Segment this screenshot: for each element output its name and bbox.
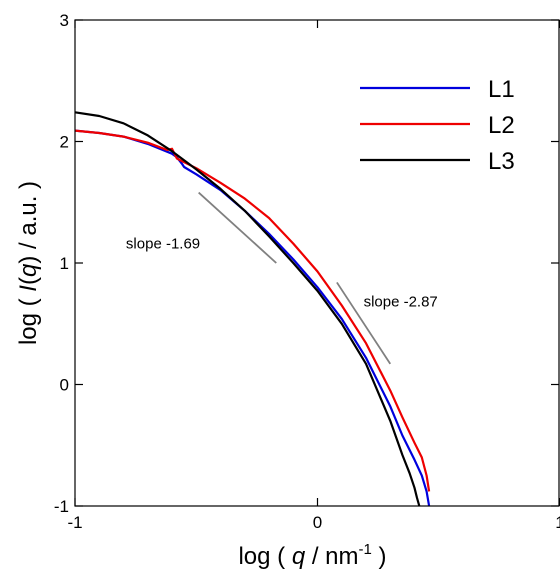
slope-annotation-2: slope -2.87	[364, 294, 438, 311]
series-line-l1	[74, 129, 431, 507]
y-tick-label: 2	[60, 133, 69, 152]
series-layer	[74, 111, 431, 507]
series-line-l3	[74, 111, 421, 507]
y-axis-title-var: I	[15, 285, 42, 292]
x-axis-title-suffix: )	[372, 543, 387, 570]
guide-layer	[198, 191, 392, 365]
legend-label-l3: L3	[488, 148, 515, 175]
y-axis-title-var2: q	[15, 263, 42, 277]
x-tick-label: 0	[313, 513, 322, 532]
x-axis-title-mid: / nm	[305, 543, 358, 570]
slope-guide-line-1	[198, 191, 277, 264]
y-tick-label: 3	[60, 11, 69, 30]
y-axis-title: log ( I(q) / a.u. )	[15, 181, 42, 345]
x-axis-title-prefix: log (	[238, 543, 291, 570]
slope-annotation-1: slope -1.69	[126, 235, 200, 252]
series-line-l2	[74, 129, 431, 492]
y-tick-label: 0	[60, 376, 69, 395]
y-axis-title-suffix: / a.u. )	[15, 181, 42, 256]
y-tick-label: 1	[60, 254, 69, 273]
tick-layer: -1 0 1 -1 0 1 2 3	[54, 11, 560, 532]
plot-frame	[74, 19, 560, 507]
x-tick-label: -1	[67, 513, 82, 532]
slope-guide-line-2	[336, 281, 392, 365]
x-axis-title-sup: -1	[359, 541, 372, 558]
y-axis-title-open: (	[15, 277, 42, 285]
y-axis-title-close: )	[15, 256, 42, 264]
x-tick-label: 1	[555, 513, 560, 532]
legend: L1 L2 L3	[360, 76, 515, 175]
y-tick-label: -1	[54, 497, 69, 516]
legend-label-l2: L2	[488, 112, 515, 139]
legend-label-l1: L1	[488, 76, 515, 103]
y-axis-title-prefix: log (	[15, 292, 42, 345]
x-axis-title: log ( q / nm-1 )	[238, 541, 386, 570]
x-axis-title-var: q	[292, 543, 306, 570]
annotation-layer: slope -1.69 slope -2.87	[126, 235, 438, 310]
